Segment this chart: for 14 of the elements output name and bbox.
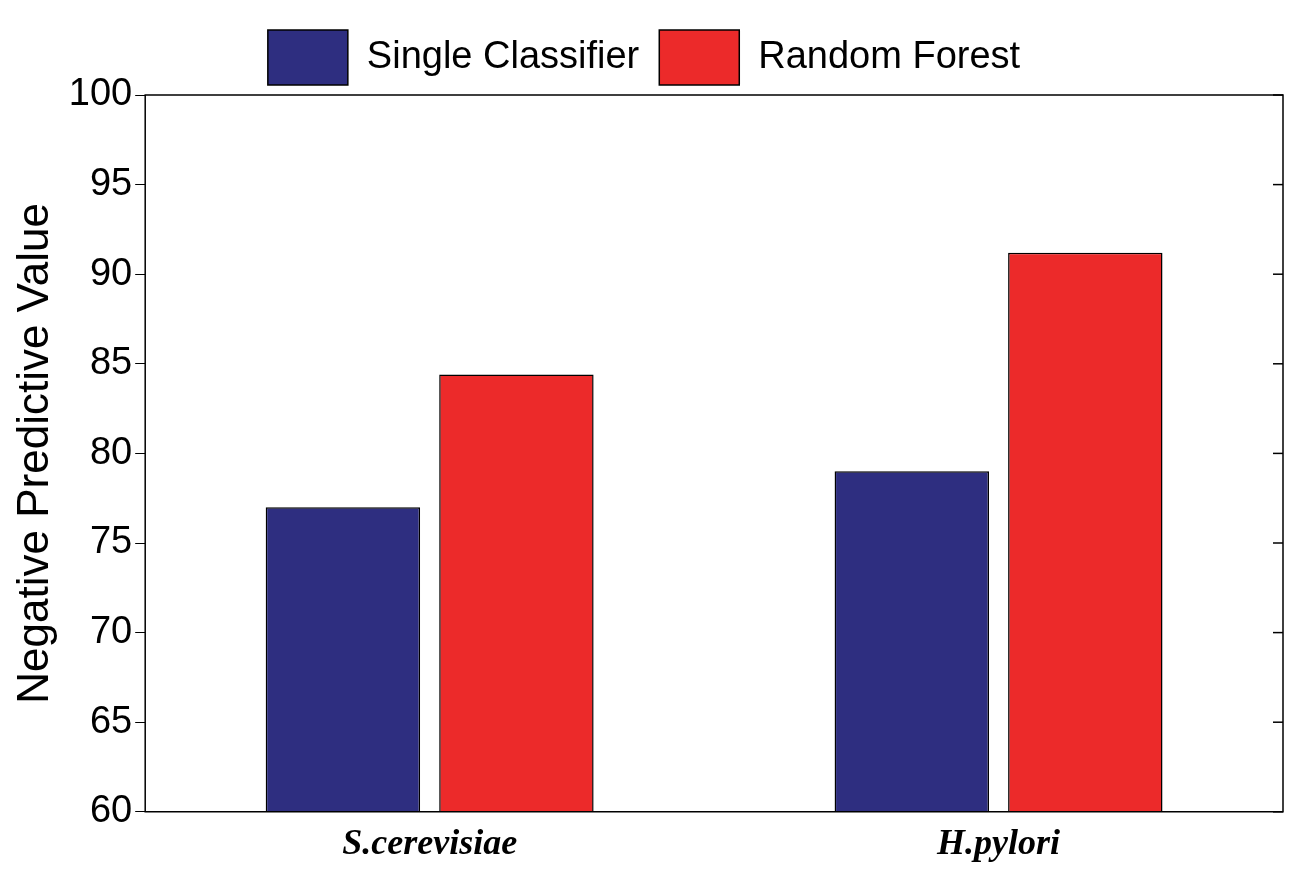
- y-tick-label: 80: [89, 429, 133, 472]
- y-tick-label: 95: [89, 161, 133, 204]
- y-axis-title: Negative Predictive Value: [7, 203, 57, 704]
- legend-label: Random Forest: [758, 33, 1021, 76]
- y-tick-label: 75: [89, 519, 133, 562]
- x-tick-label: H.pylori: [936, 821, 1061, 862]
- x-tick-label: S.cerevisiae: [342, 821, 518, 862]
- y-tick-label: 85: [89, 340, 133, 383]
- y-tick-label: 100: [68, 71, 133, 114]
- y-tick-label: 90: [89, 250, 133, 293]
- y-tick-label: 70: [89, 609, 133, 652]
- y-tick-label: 60: [89, 788, 133, 831]
- y-tick-label: 65: [89, 698, 133, 741]
- legend-label: Single Classifier: [366, 33, 640, 76]
